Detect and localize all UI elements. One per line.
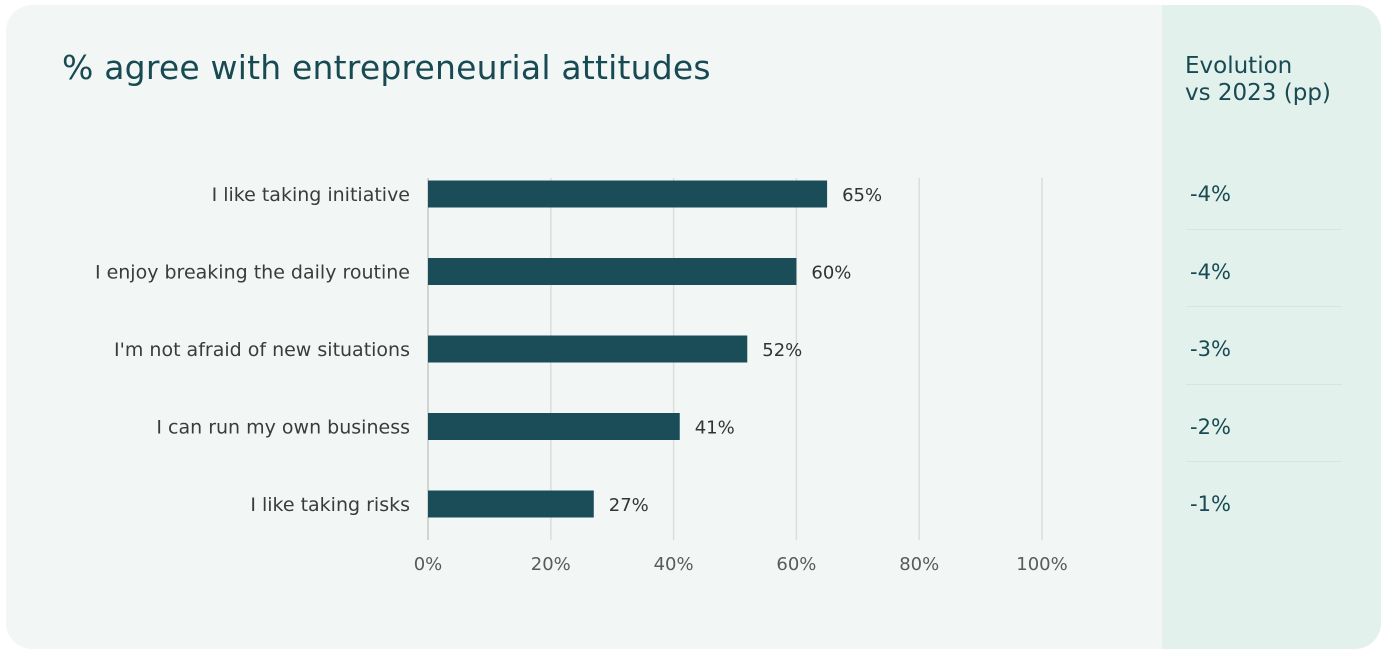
bar: [428, 258, 797, 285]
category-label: I can run my own business: [156, 417, 410, 439]
chart-card: [6, 5, 1381, 649]
evolution-value: -2%: [1190, 414, 1231, 439]
bar: [428, 335, 748, 363]
x-tick-label: 100%: [1016, 554, 1067, 575]
evolution-panel: [1162, 5, 1381, 649]
x-tick-label: 80%: [899, 554, 939, 575]
evolution-value: -1%: [1190, 492, 1231, 516]
evolution-value: -4%: [1190, 259, 1231, 284]
x-tick-label: 20%: [531, 554, 571, 575]
value-label: 27%: [609, 495, 649, 516]
evolution-divider: [1186, 306, 1342, 308]
x-tick-label: 0%: [414, 554, 443, 575]
evolution-value: -3%: [1190, 337, 1231, 361]
bar: [428, 413, 680, 440]
category-label: I'm not afraid of new situations: [114, 339, 410, 361]
x-tick-label: 60%: [776, 554, 816, 575]
bar: [428, 490, 594, 518]
value-label: 60%: [811, 263, 851, 284]
value-label: 52%: [762, 340, 802, 361]
bar: [428, 180, 828, 208]
evolution-divider: [1186, 461, 1342, 463]
evolution-value: -4%: [1190, 182, 1231, 206]
evolution-title-line1: Evolution: [1185, 53, 1293, 79]
evolution-title: Evolution vs 2023 (pp): [1185, 53, 1331, 107]
category-label: I enjoy breaking the daily routine: [95, 262, 410, 284]
chart-title: % agree with entrepreneurial attitudes: [62, 48, 711, 87]
category-label: I like taking risks: [250, 494, 410, 516]
evolution-divider: [1186, 228, 1342, 230]
value-label: 65%: [842, 185, 882, 206]
value-label: 41%: [695, 418, 735, 439]
evolution-title-line2: vs 2023 (pp): [1185, 80, 1331, 106]
evolution-divider: [1186, 383, 1342, 385]
category-label: I like taking initiative: [212, 184, 410, 206]
x-tick-label: 40%: [654, 554, 694, 575]
